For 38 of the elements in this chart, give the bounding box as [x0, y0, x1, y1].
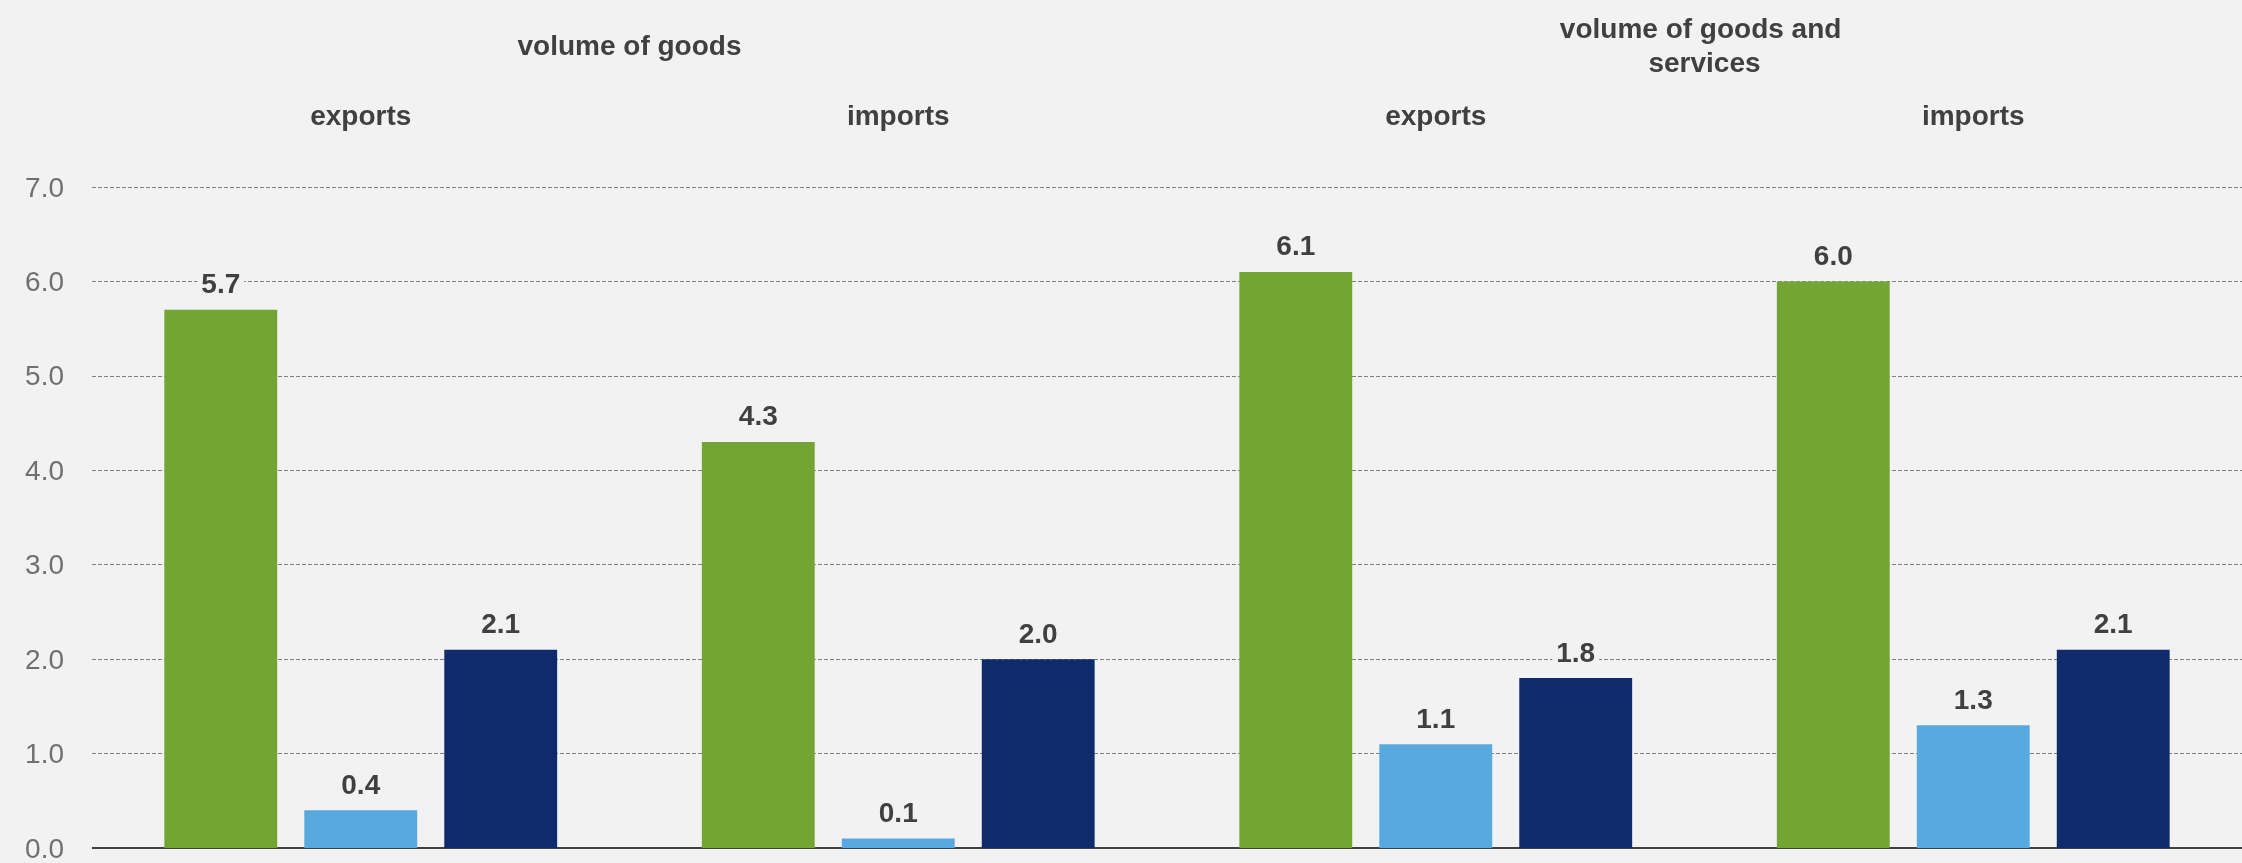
y-tick-label: 6.0 [25, 265, 64, 297]
y-tick-label: 7.0 [25, 171, 64, 203]
x-tick-label: exports [310, 99, 412, 131]
bar [444, 649, 558, 848]
x-tick-label: exports [1385, 99, 1487, 131]
data-label: 4.3 [738, 400, 778, 432]
bar [981, 659, 1095, 848]
y-tick-label: 5.0 [25, 360, 64, 392]
bar [304, 810, 418, 848]
data-label: 0.4 [341, 768, 381, 800]
bar [1379, 744, 1493, 848]
text: volume of goods [517, 29, 742, 61]
y-tick-label: 3.0 [25, 549, 64, 581]
data-label: 2.1 [481, 608, 521, 640]
data-label: 0.1 [878, 797, 918, 829]
data-label: 2.0 [1018, 617, 1058, 649]
y-tick-label: 2.0 [25, 643, 64, 675]
data-label: 6.1 [1276, 230, 1316, 262]
bar [2056, 649, 2170, 848]
bar [1239, 271, 1353, 848]
data-label: 1.3 [1953, 683, 1993, 715]
data-label: 1.8 [1556, 636, 1596, 668]
x-tick-label: imports [846, 99, 950, 131]
data-label: 6.0 [1813, 239, 1853, 271]
y-tick-label: 1.0 [25, 738, 64, 770]
bar [164, 309, 278, 848]
bar [1519, 678, 1633, 848]
bar [1916, 725, 2030, 848]
x-tick-label: imports [1921, 99, 2025, 131]
y-tick-label: 0.0 [25, 832, 64, 863]
data-label: 1.1 [1416, 702, 1456, 734]
y-tick-label: 4.0 [25, 454, 64, 486]
data-label: 2.1 [2093, 608, 2133, 640]
bar [841, 838, 955, 848]
bar [701, 441, 815, 848]
data-label: 5.7 [201, 268, 241, 300]
bar [1776, 281, 1890, 848]
text: volume of goods and services [1559, 12, 1850, 78]
